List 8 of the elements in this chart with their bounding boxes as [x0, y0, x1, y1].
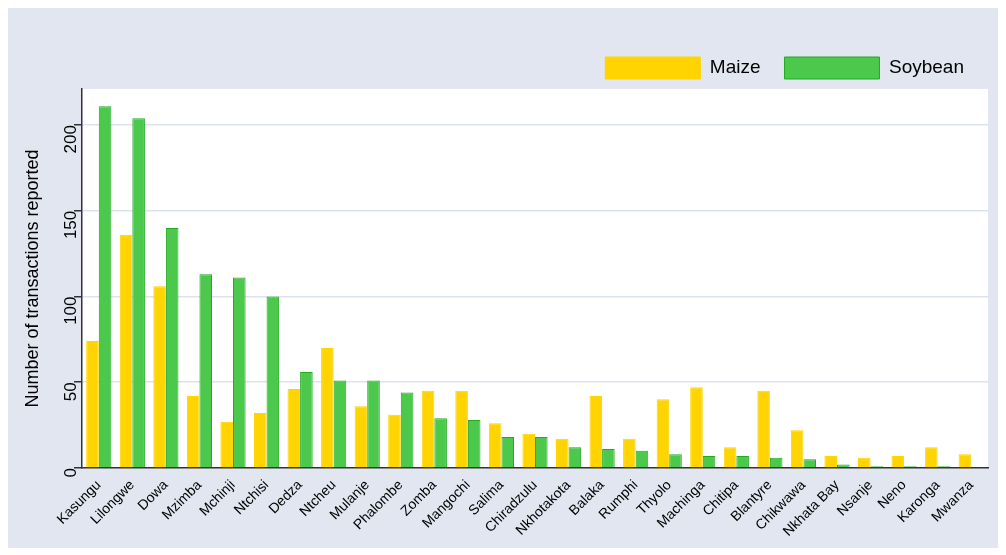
y-tick-label: 50 [60, 382, 80, 402]
y-tick-label: 100 [60, 296, 80, 325]
legend-label: Soybean [888, 56, 965, 78]
y-tick-label: 150 [60, 210, 80, 240]
y-tick-label: 0 [60, 467, 80, 478]
legend-label: Maize [709, 56, 761, 78]
y-tick-label: 200 [60, 125, 80, 154]
y-axis-title: Number of transactions reported [21, 149, 42, 408]
